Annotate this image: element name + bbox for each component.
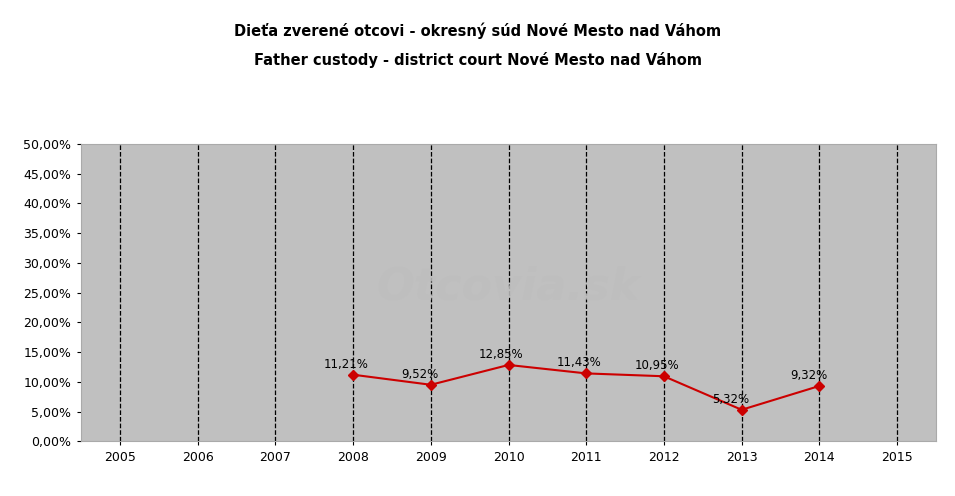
Text: 5,32%: 5,32%: [712, 393, 750, 406]
Text: 9,32%: 9,32%: [790, 369, 827, 382]
Text: 12,85%: 12,85%: [479, 348, 523, 361]
Text: 11,21%: 11,21%: [324, 358, 369, 371]
Text: 11,43%: 11,43%: [557, 356, 602, 369]
Text: 10,95%: 10,95%: [634, 359, 679, 372]
Text: 9,52%: 9,52%: [401, 368, 438, 380]
Text: Dieťa zverené otcovi - okresný súd Nové Mesto nad Váhom: Dieťa zverené otcovi - okresný súd Nové …: [234, 22, 721, 39]
Text: Otcovia.sk: Otcovia.sk: [377, 265, 640, 308]
Text: Father custody - district court Nové Mesto nad Váhom: Father custody - district court Nové Mes…: [253, 52, 702, 68]
